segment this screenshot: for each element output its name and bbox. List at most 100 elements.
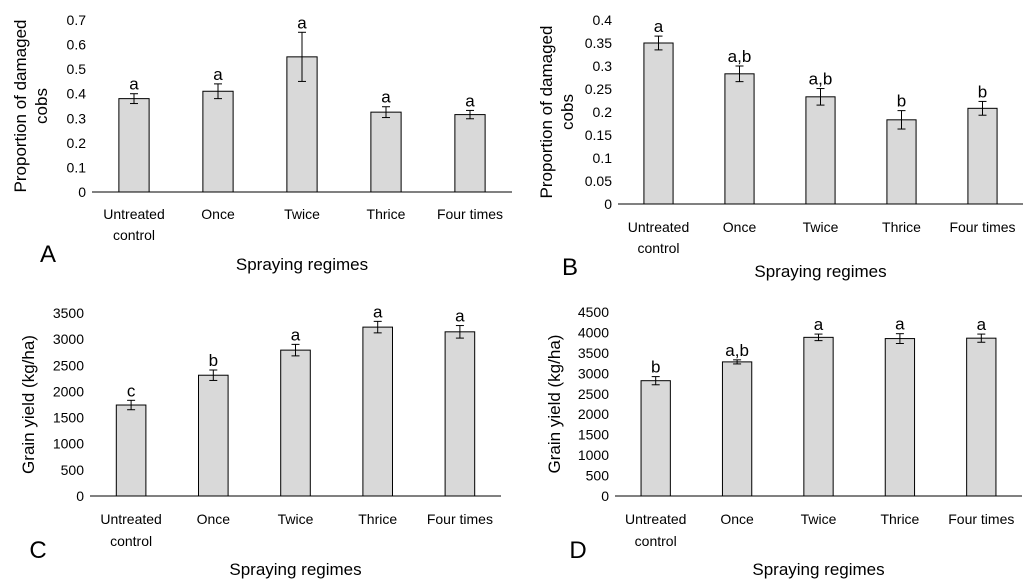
y-tick-label: 4500 [578,304,609,320]
bar [643,42,674,205]
y-tick-label: 2500 [53,357,84,373]
significance-letter: a [654,17,664,36]
x-tick-label: Twice [284,206,320,222]
y-tick-label: 4000 [578,324,609,340]
y-axis-title: Proportion of damaged [11,20,30,193]
x-axis-title: Spraying regimes [229,560,361,579]
x-tick-label: Four times [949,219,1015,235]
panel-letter: D [569,537,586,564]
x-tick-label: Once [201,206,235,222]
panel-letter: A [40,241,56,268]
significance-letter: b [209,351,218,370]
y-tick-label: 0.2 [593,104,613,120]
bar [884,338,916,497]
significance-letter: a,b [809,70,833,89]
y-tick-label: 3000 [53,331,84,347]
y-tick-label: 1500 [53,410,84,426]
y-tick-label: 0 [76,488,84,504]
significance-letter: b [978,82,987,101]
chart-panel-d: 0 500 1000 1500 2000 2500 3000 3500 4000 4500 b Unt… [545,304,1022,579]
significance-letter: a [381,88,391,107]
panel-letter: C [29,537,46,564]
y-tick-label: 0.15 [585,127,612,143]
bar [198,374,229,497]
y-tick-label: 0.5 [67,61,87,77]
x-tick-label: Untreated [103,206,164,222]
x-tick-label: Four times [948,511,1014,527]
bar [454,114,486,193]
x-tick-label: Thrice [880,511,919,527]
significance-letter: a,b [725,341,749,360]
x-tick-label: Untreated [100,511,161,527]
y-tick-label: 0.35 [585,35,612,51]
x-tick-label: Four times [427,511,493,527]
y-tick-label: 500 [61,462,85,478]
x-tick-label: Thrice [882,219,921,235]
x-axis-title: Spraying regimes [236,255,368,274]
panel-letter: B [562,254,578,281]
chart-panel-b: 0 0.05 0.1 0.15 0.2 0.25 0.3 0.35 0.4 a Untreated c… [537,12,1023,281]
y-tick-label: 0.3 [67,110,87,126]
bar [640,380,671,497]
y-tick-label: 0.3 [593,58,613,74]
y-tick-label: 2500 [578,386,609,402]
significance-letter: a [814,315,824,334]
y-tick-label: 0 [601,488,609,504]
x-tick-label: control [637,240,679,256]
bar [803,336,834,497]
x-tick-label: Once [720,511,754,527]
y-tick-label: 1000 [53,436,84,452]
x-axis-title: Spraying regimes [754,262,886,281]
y-tick-label: 500 [586,468,610,484]
significance-letter: a [455,307,465,326]
significance-letter: a [129,75,139,94]
bar [805,96,836,205]
bar [966,337,997,497]
y-axis-title: Proportion of damaged [537,26,556,199]
x-axis-title: Spraying regimes [752,560,884,579]
x-tick-label: Thrice [358,511,397,527]
y-tick-label: 0.1 [67,159,87,175]
significance-letter: a [297,13,307,32]
x-tick-label: Once [723,219,757,235]
x-tick-label: control [113,227,155,243]
bar [886,119,917,205]
significance-letter: b [651,358,660,377]
significance-letter: a [895,315,905,334]
significance-letter: a [373,302,383,321]
significance-letter: a,b [728,47,752,66]
significance-letter: a [213,65,223,84]
y-axis-title: Grain yield (kg/ha) [19,335,38,474]
x-tick-label: Twice [801,511,837,527]
x-tick-label: Untreated [625,511,686,527]
x-tick-label: control [635,533,677,549]
y-tick-label: 0.4 [67,86,87,102]
bar [370,111,402,193]
bar [721,361,753,497]
bar [362,326,393,497]
y-tick-label: 0.6 [67,37,87,53]
y-tick-label: 0 [604,196,612,212]
bar [724,73,755,205]
y-tick-label: 0 [78,184,86,200]
x-tick-label: Twice [803,219,839,235]
significance-letter: a [291,325,301,344]
y-axis-title: cobs [558,94,577,130]
significance-letter: a [465,91,475,110]
y-tick-label: 3000 [578,365,609,381]
x-tick-label: Untreated [628,219,689,235]
bar [444,331,476,497]
y-tick-label: 0.05 [585,173,612,189]
y-tick-label: 0.1 [593,150,613,166]
y-tick-label: 3500 [578,345,609,361]
bar [967,107,998,205]
y-tick-label: 2000 [578,406,609,422]
x-tick-label: Once [197,511,231,527]
significance-letter: b [897,92,906,111]
y-tick-label: 0.7 [67,12,87,28]
y-tick-label: 0.25 [585,81,612,97]
chart-panel-a: 0 0.1 0.2 0.3 0.4 0.5 0.6 0.7 a Untreated control a… [11,12,512,274]
y-tick-label: 3500 [53,305,84,321]
x-tick-label: control [110,533,152,549]
